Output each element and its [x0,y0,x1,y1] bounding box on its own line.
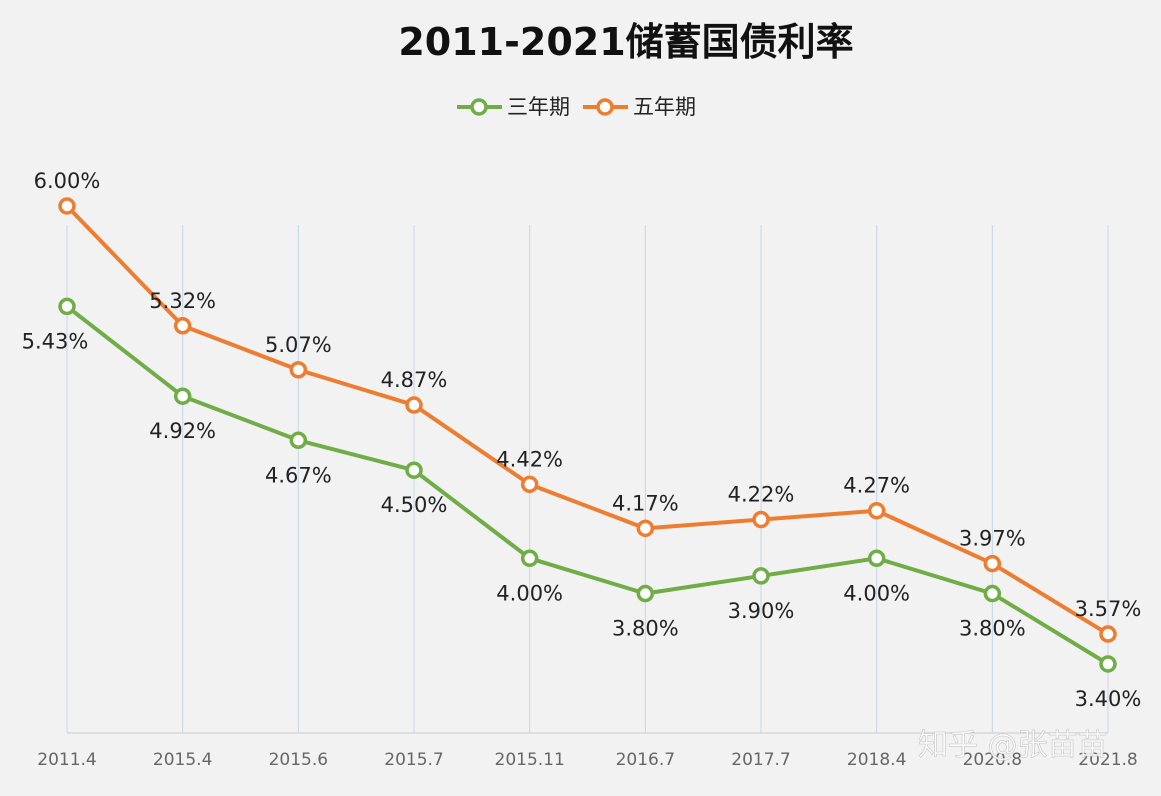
legend-label-0: 三年期 [507,95,570,119]
series-line-1 [65,204,1110,636]
watermark: 知乎 @张苗苗 [918,728,1108,763]
x-tick-label: 2021.8 [1078,750,1137,770]
gridlines [66,225,1109,733]
x-tick-label: 2018.4 [847,750,906,770]
data-point-0-7 [867,549,886,568]
data-label-0-2: 4.67% [265,463,332,487]
data-label-0-9: 3.40% [1075,687,1142,711]
legend-item-1: 五年期 [583,95,696,119]
x-tick-label: 2015.11 [495,750,565,770]
data-label-0-1: 4.92% [149,419,216,443]
data-label-1-0: 6.00% [34,169,101,193]
data-label-0-3: 4.50% [381,493,448,517]
x-axis-ticks: 2011.4 2015.4 2015.6 2015.7 2015.11 2016.7 201… [37,750,1137,770]
x-tick-label: 2015.7 [384,750,443,770]
data-label-1-8: 3.97% [959,527,1026,551]
data-point-0-5 [636,584,655,603]
data-point-1-8 [983,554,1002,573]
data-label-1-7: 4.27% [843,474,910,498]
chart-title: 2011-2021储蓄国债利率 [398,20,853,64]
data-point-1-2 [289,361,308,379]
data-point-0-3 [405,461,423,479]
x-tick-label: 2017.7 [731,750,790,770]
data-point-1-9 [1099,625,1117,643]
data-label-0-6: 3.90% [728,599,795,623]
data-point-0-4 [520,549,539,568]
data-label-0-0: 5.43% [22,329,89,353]
data-point-0-9 [1099,655,1117,673]
x-tick-label: 2011.4 [37,750,96,770]
series-line-0 [65,304,1110,666]
data-point-1-4 [520,475,539,494]
data-label-1-3: 4.87% [381,368,448,392]
data-point-0-6 [752,567,770,585]
data-label-1-2: 5.07% [265,333,332,357]
x-tick-label: 2016.7 [616,750,675,770]
data-point-1-1 [173,317,192,335]
data-label-1-9: 3.57% [1075,597,1142,621]
data-label-0-7: 4.00% [843,581,910,605]
legend: 三年期 五年期 [457,95,696,119]
legend-label-1: 五年期 [633,95,696,119]
data-label-1-4: 4.42% [496,447,563,471]
legend-marker-1 [596,98,614,116]
x-tick-label: 2020.8 [963,750,1022,770]
data-point-1-3 [405,396,423,414]
data-labels: 5.43% 4.92% 4.67% 4.50% 4.00% 3.80% 3.90% 4.00%… [22,169,1142,711]
data-label-1-6: 4.22% [728,483,795,507]
data-label-1-5: 4.17% [612,491,679,515]
data-label-0-5: 3.80% [612,617,679,641]
legend-item-0: 三年期 [457,95,570,119]
data-point-0-2 [289,431,308,450]
legend-marker-0 [470,98,488,116]
data-point-1-7 [867,501,886,520]
x-tick-label: 2015.4 [153,750,212,770]
data-point-1-6 [752,510,770,529]
x-tick-label: 2015.6 [269,750,328,770]
data-point-0-1 [173,387,192,405]
data-point-0-0 [58,297,76,316]
data-point-1-0 [58,197,76,215]
series-layer [58,197,1117,673]
data-point-1-5 [636,519,655,538]
data-label-0-4: 4.00% [496,581,563,605]
data-point-0-8 [983,584,1002,603]
data-label-0-8: 3.80% [959,617,1026,641]
data-label-1-1: 5.32% [149,289,216,313]
